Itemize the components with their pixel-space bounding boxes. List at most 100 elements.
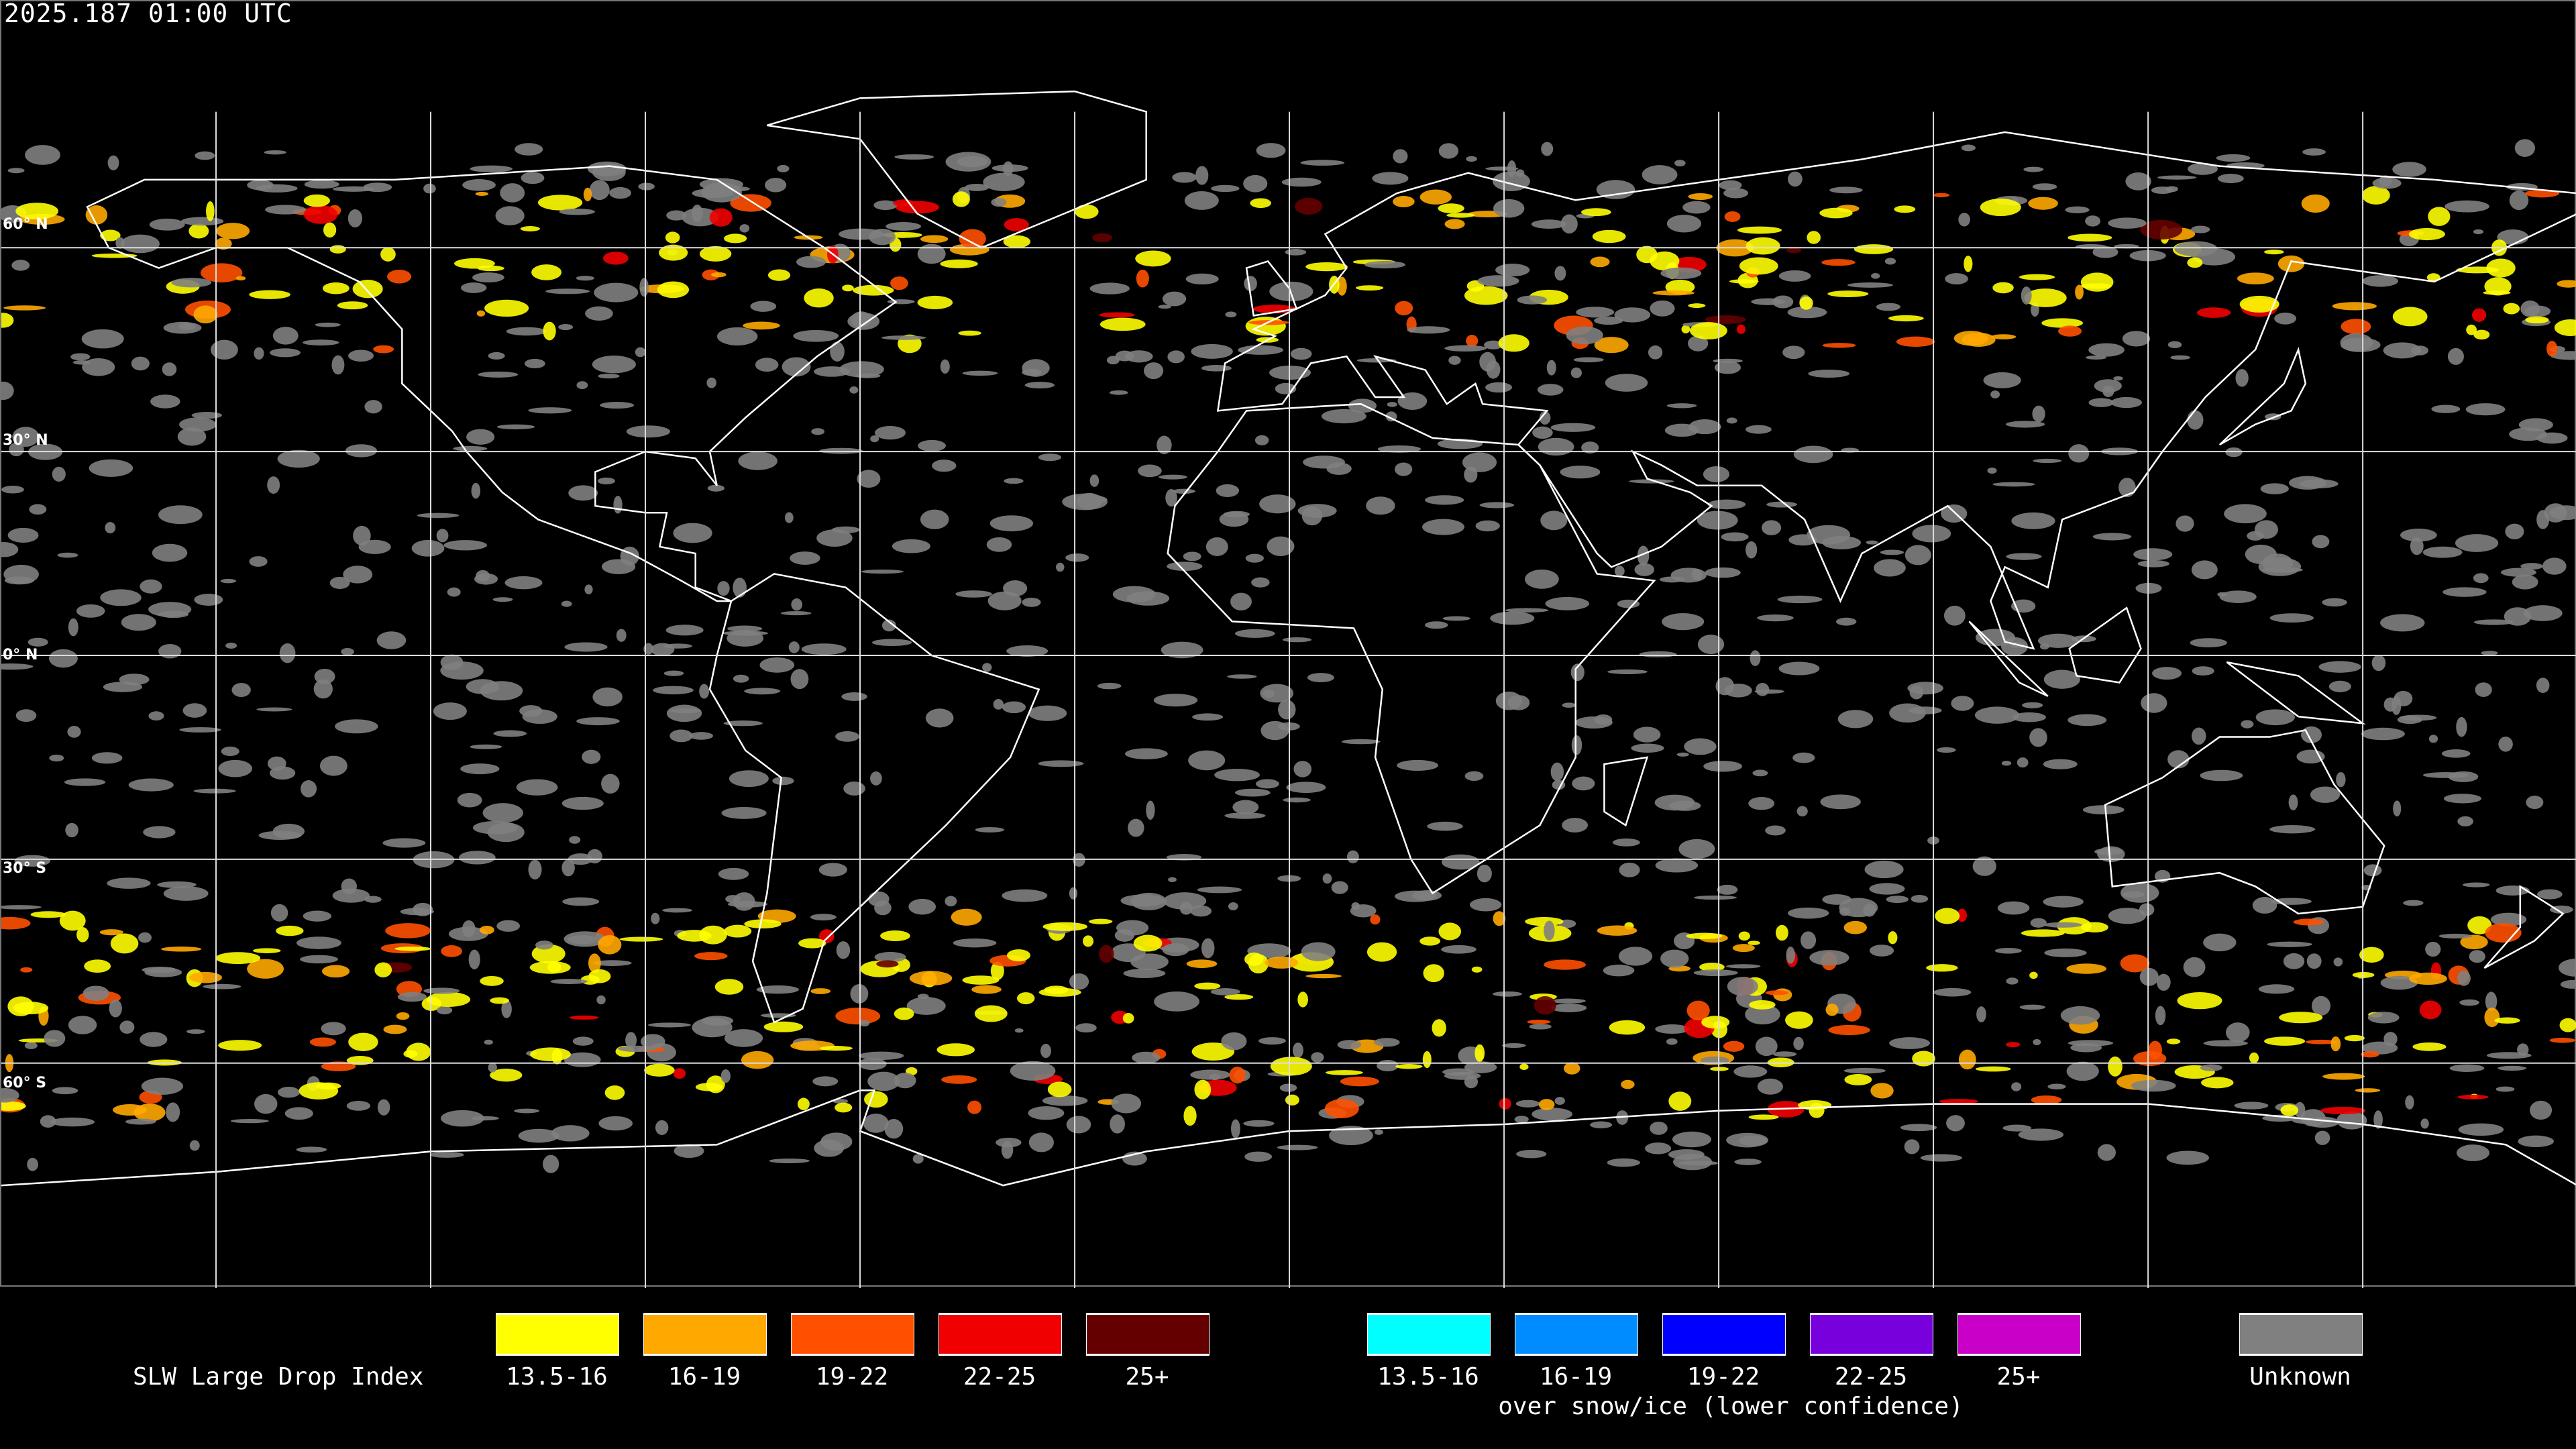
unknown-cloud-patch — [346, 1101, 371, 1111]
unknown-cloud-patch — [2108, 908, 2147, 924]
slw-cloud-patch — [2028, 197, 2058, 210]
unknown-cloud-patch — [2023, 166, 2044, 172]
unknown-cloud-patch — [1705, 567, 1741, 578]
unknown-cloud-patch — [478, 371, 519, 378]
unknown-cloud-patch — [666, 210, 687, 221]
unknown-cloud-patch — [1755, 1036, 1778, 1057]
lat-label-30s: 30° S — [3, 860, 47, 877]
unknown-cloud-patch — [894, 1072, 916, 1089]
slw-cloud-patch — [1004, 218, 1029, 231]
unknown-cloud-patch — [2380, 614, 2425, 632]
unknown-cloud-patch — [321, 1022, 346, 1036]
slw-cloud-patch — [1975, 1066, 2011, 1072]
unknown-cloud-patch — [472, 820, 518, 835]
slw-cloud-patch — [1888, 931, 1898, 945]
unknown-cloud-patch — [1660, 949, 1689, 968]
unknown-cloud-patch — [515, 143, 543, 156]
unknown-cloud-patch — [647, 1022, 692, 1028]
slw-cloud-patch — [490, 1069, 523, 1082]
unknown-cloud-patch — [1163, 892, 1207, 910]
slw-cloud-patch — [2466, 324, 2477, 335]
slw-cloud-patch — [2277, 255, 2305, 272]
slw-cloud-patch — [763, 1021, 804, 1032]
unknown-cloud-patch — [1839, 907, 1850, 916]
unknown-cloud-patch — [727, 630, 764, 647]
unknown-cloud-patch — [148, 711, 164, 721]
unknown-cloud-patch — [2456, 1144, 2489, 1161]
unknown-cloud-patch — [780, 611, 812, 616]
unknown-cloud-patch — [2514, 139, 2536, 157]
unknown-cloud-patch — [2190, 638, 2227, 648]
unknown-cloud-patch — [1138, 464, 1162, 478]
unknown-cloud-patch — [2498, 737, 2513, 752]
unknown-cloud-patch — [1089, 474, 1099, 487]
unknown-cloud-patch — [1594, 316, 1623, 325]
unknown-cloud-patch — [908, 898, 936, 915]
unknown-cloud-patch — [2462, 882, 2490, 888]
slw-cloud-patch — [835, 1102, 853, 1113]
unknown-cloud-patch — [1216, 484, 1240, 497]
unknown-cloud-patch — [279, 643, 296, 663]
slw-cloud-patch — [2341, 319, 2371, 335]
unknown-cloud-patch — [2152, 667, 2182, 680]
slw-cloud-patch — [1688, 303, 1706, 309]
unknown-cloud-patch — [284, 1107, 313, 1120]
unknown-cloud-patch — [128, 778, 174, 792]
slw-cloud-patch — [1006, 949, 1031, 962]
slw-cloud-patch — [1767, 1057, 1794, 1068]
unknown-cloud-patch — [1684, 738, 1717, 755]
unknown-cloud-patch — [1490, 611, 1535, 625]
unknown-cloud-patch — [699, 684, 710, 699]
unknown-cloud-patch — [725, 895, 741, 904]
slw-cloud-patch — [1229, 1067, 1246, 1084]
unknown-cloud-patch — [143, 826, 176, 839]
unknown-cloud-patch — [1254, 435, 1269, 445]
slw-cloud-patch — [1992, 282, 2014, 294]
unknown-cloud-patch — [1201, 365, 1232, 372]
unknown-cloud-patch — [1281, 177, 1322, 187]
unknown-cloud-patch — [782, 357, 811, 377]
unknown-cloud-patch — [1130, 892, 1167, 910]
slw-cloud-patch — [1563, 1062, 1580, 1075]
unknown-cloud-patch — [551, 1125, 590, 1142]
unknown-cloud-patch — [1688, 335, 1709, 352]
unknown-cloud-patch — [1004, 478, 1024, 484]
unknown-cloud-patch — [801, 643, 847, 655]
unknown-cloud-patch — [2085, 215, 2101, 227]
unknown-cloud-patch — [2012, 712, 2046, 722]
unknown-cloud-patch — [28, 637, 48, 647]
slw-cloud-patch — [323, 222, 337, 238]
slw-cloud-patch — [1297, 991, 1308, 1008]
slw-cloud-patch — [1980, 199, 2021, 217]
unknown-cloud-patch — [885, 221, 922, 231]
unknown-cloud-patch — [673, 523, 712, 543]
slw-cloud-patch — [894, 1007, 914, 1020]
swatch-unknown — [2239, 1313, 2363, 1356]
unknown-cloud-patch — [989, 515, 1034, 532]
unknown-cloud-patch — [784, 512, 794, 523]
unknown-cloud-patch — [1479, 352, 1496, 372]
slw-cloud-patch — [2006, 1042, 2021, 1048]
slw-cloud-patch — [940, 259, 978, 268]
unknown-cloud-patch — [1554, 1097, 1565, 1106]
slw-cloud-patch — [2485, 923, 2522, 943]
unknown-cloud-patch — [73, 360, 91, 365]
unknown-cloud-patch — [1297, 504, 1337, 518]
unknown-cloud-patch — [2400, 528, 2437, 542]
slw-cloud-patch — [531, 264, 562, 280]
unknown-cloud-patch — [2097, 1144, 2116, 1161]
unknown-cloud-patch — [65, 822, 78, 838]
slw-cloud-patch — [2361, 1051, 2379, 1058]
unknown-cloud-patch — [301, 780, 317, 798]
lat-label-30n: 30° N — [3, 432, 48, 449]
slw-cloud-patch — [215, 952, 261, 965]
unknown-cloud-patch — [1185, 273, 1219, 284]
slw-cloud-patch — [2196, 307, 2231, 318]
unknown-cloud-patch — [1631, 743, 1664, 753]
slw-cloud-patch — [2237, 272, 2274, 284]
slw-cloud-patch — [677, 930, 712, 942]
unknown-cloud-patch — [1184, 191, 1219, 210]
unknown-cloud-patch — [669, 708, 702, 714]
slw-cloud-patch — [2249, 1052, 2259, 1064]
unknown-cloud-patch — [1040, 1043, 1051, 1059]
